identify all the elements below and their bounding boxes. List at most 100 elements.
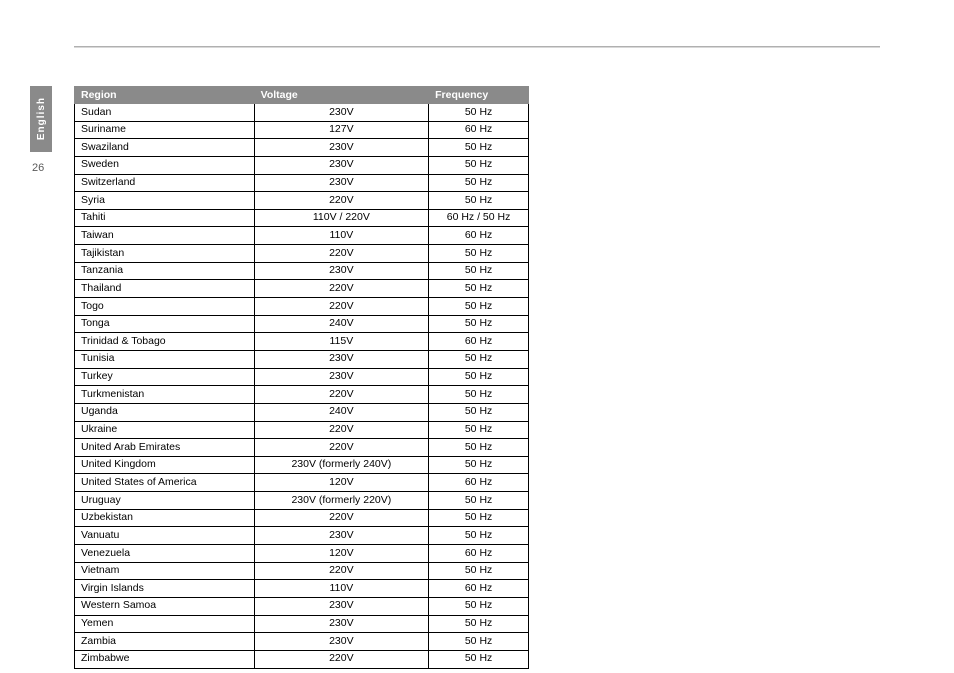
cell-frequency: 50 Hz xyxy=(429,298,529,316)
table-row: Sudan230V50 Hz xyxy=(75,104,529,122)
table-row: Vanuatu230V50 Hz xyxy=(75,527,529,545)
cell-region: Tanzania xyxy=(75,262,255,280)
cell-frequency: 50 Hz xyxy=(429,192,529,210)
page-number: 26 xyxy=(32,162,44,174)
cell-frequency: 50 Hz xyxy=(429,439,529,457)
table-row: Yemen230V50 Hz xyxy=(75,615,529,633)
cell-frequency: 50 Hz xyxy=(429,421,529,439)
cell-voltage: 230V xyxy=(254,350,429,368)
table-row: Taiwan110V60 Hz xyxy=(75,227,529,245)
cell-frequency: 60 Hz xyxy=(429,580,529,598)
cell-frequency: 50 Hz xyxy=(429,597,529,615)
cell-region: Turkmenistan xyxy=(75,386,255,404)
cell-frequency: 60 Hz xyxy=(429,121,529,139)
table-row: United Kingdom230V (formerly 240V)50 Hz xyxy=(75,456,529,474)
table-row: Togo220V50 Hz xyxy=(75,298,529,316)
table-row: Vietnam220V50 Hz xyxy=(75,562,529,580)
language-tab: English xyxy=(30,86,52,152)
cell-region: Vanuatu xyxy=(75,527,255,545)
cell-voltage: 220V xyxy=(254,650,429,668)
cell-frequency: 50 Hz xyxy=(429,350,529,368)
cell-frequency: 60 Hz xyxy=(429,333,529,351)
table-row: Suriname127V60 Hz xyxy=(75,121,529,139)
cell-frequency: 50 Hz xyxy=(429,262,529,280)
cell-region: United States of America xyxy=(75,474,255,492)
table-row: Syria220V50 Hz xyxy=(75,192,529,210)
cell-voltage: 110V / 220V xyxy=(254,209,429,227)
cell-voltage: 220V xyxy=(254,509,429,527)
table-row: Switzerland230V50 Hz xyxy=(75,174,529,192)
cell-voltage: 230V xyxy=(254,262,429,280)
cell-frequency: 50 Hz xyxy=(429,562,529,580)
table-row: United States of America120V60 Hz xyxy=(75,474,529,492)
cell-region: Sweden xyxy=(75,156,255,174)
table-row: Tanzania230V50 Hz xyxy=(75,262,529,280)
cell-region: Uruguay xyxy=(75,492,255,510)
cell-region: Vietnam xyxy=(75,562,255,580)
cell-voltage: 230V xyxy=(254,368,429,386)
table-row: Zambia230V50 Hz xyxy=(75,633,529,651)
cell-region: Suriname xyxy=(75,121,255,139)
cell-region: Western Samoa xyxy=(75,597,255,615)
cell-voltage: 220V xyxy=(254,439,429,457)
cell-voltage: 110V xyxy=(254,580,429,598)
cell-region: Uzbekistan xyxy=(75,509,255,527)
table-row: Western Samoa230V50 Hz xyxy=(75,597,529,615)
cell-frequency: 50 Hz xyxy=(429,156,529,174)
cell-region: Turkey xyxy=(75,368,255,386)
table-row: Tunisia230V50 Hz xyxy=(75,350,529,368)
cell-voltage: 110V xyxy=(254,227,429,245)
table-row: Turkmenistan220V50 Hz xyxy=(75,386,529,404)
cell-frequency: 50 Hz xyxy=(429,315,529,333)
table-row: Virgin Islands110V60 Hz xyxy=(75,580,529,598)
cell-frequency: 50 Hz xyxy=(429,615,529,633)
table-row: Trinidad & Tobago115V60 Hz xyxy=(75,333,529,351)
cell-voltage: 230V xyxy=(254,174,429,192)
cell-voltage: 120V xyxy=(254,474,429,492)
table-row: Zimbabwe220V50 Hz xyxy=(75,650,529,668)
cell-frequency: 50 Hz xyxy=(429,174,529,192)
cell-voltage: 230V xyxy=(254,156,429,174)
cell-frequency: 50 Hz xyxy=(429,386,529,404)
cell-region: Uganda xyxy=(75,403,255,421)
cell-region: Virgin Islands xyxy=(75,580,255,598)
table-row: Swaziland230V50 Hz xyxy=(75,139,529,157)
document-page: English 26 Region Voltage Frequency Suda… xyxy=(0,0,954,673)
cell-frequency: 50 Hz xyxy=(429,650,529,668)
cell-voltage: 220V xyxy=(254,280,429,298)
cell-voltage: 220V xyxy=(254,245,429,263)
cell-region: Tonga xyxy=(75,315,255,333)
table-row: United Arab Emirates220V50 Hz xyxy=(75,439,529,457)
cell-voltage: 230V xyxy=(254,615,429,633)
cell-region: United Kingdom xyxy=(75,456,255,474)
cell-region: United Arab Emirates xyxy=(75,439,255,457)
cell-region: Swaziland xyxy=(75,139,255,157)
col-header-voltage: Voltage xyxy=(254,87,429,104)
cell-region: Trinidad & Tobago xyxy=(75,333,255,351)
voltage-table: Region Voltage Frequency Sudan230V50 HzS… xyxy=(74,86,529,669)
cell-frequency: 50 Hz xyxy=(429,492,529,510)
cell-frequency: 50 Hz xyxy=(429,527,529,545)
cell-region: Zimbabwe xyxy=(75,650,255,668)
cell-region: Zambia xyxy=(75,633,255,651)
cell-voltage: 220V xyxy=(254,192,429,210)
cell-frequency: 60 Hz xyxy=(429,474,529,492)
cell-voltage: 127V xyxy=(254,121,429,139)
cell-voltage: 230V xyxy=(254,597,429,615)
cell-frequency: 60 Hz xyxy=(429,545,529,563)
cell-region: Tunisia xyxy=(75,350,255,368)
cell-region: Ukraine xyxy=(75,421,255,439)
table-row: Tajikistan220V50 Hz xyxy=(75,245,529,263)
table-row: Venezuela120V60 Hz xyxy=(75,545,529,563)
table-header-row: Region Voltage Frequency xyxy=(75,87,529,104)
cell-voltage: 220V xyxy=(254,298,429,316)
cell-frequency: 60 Hz / 50 Hz xyxy=(429,209,529,227)
cell-frequency: 50 Hz xyxy=(429,456,529,474)
cell-voltage: 220V xyxy=(254,386,429,404)
cell-frequency: 50 Hz xyxy=(429,633,529,651)
cell-region: Tahiti xyxy=(75,209,255,227)
cell-voltage: 230V xyxy=(254,139,429,157)
table-row: Thailand220V50 Hz xyxy=(75,280,529,298)
cell-frequency: 50 Hz xyxy=(429,403,529,421)
cell-frequency: 50 Hz xyxy=(429,509,529,527)
